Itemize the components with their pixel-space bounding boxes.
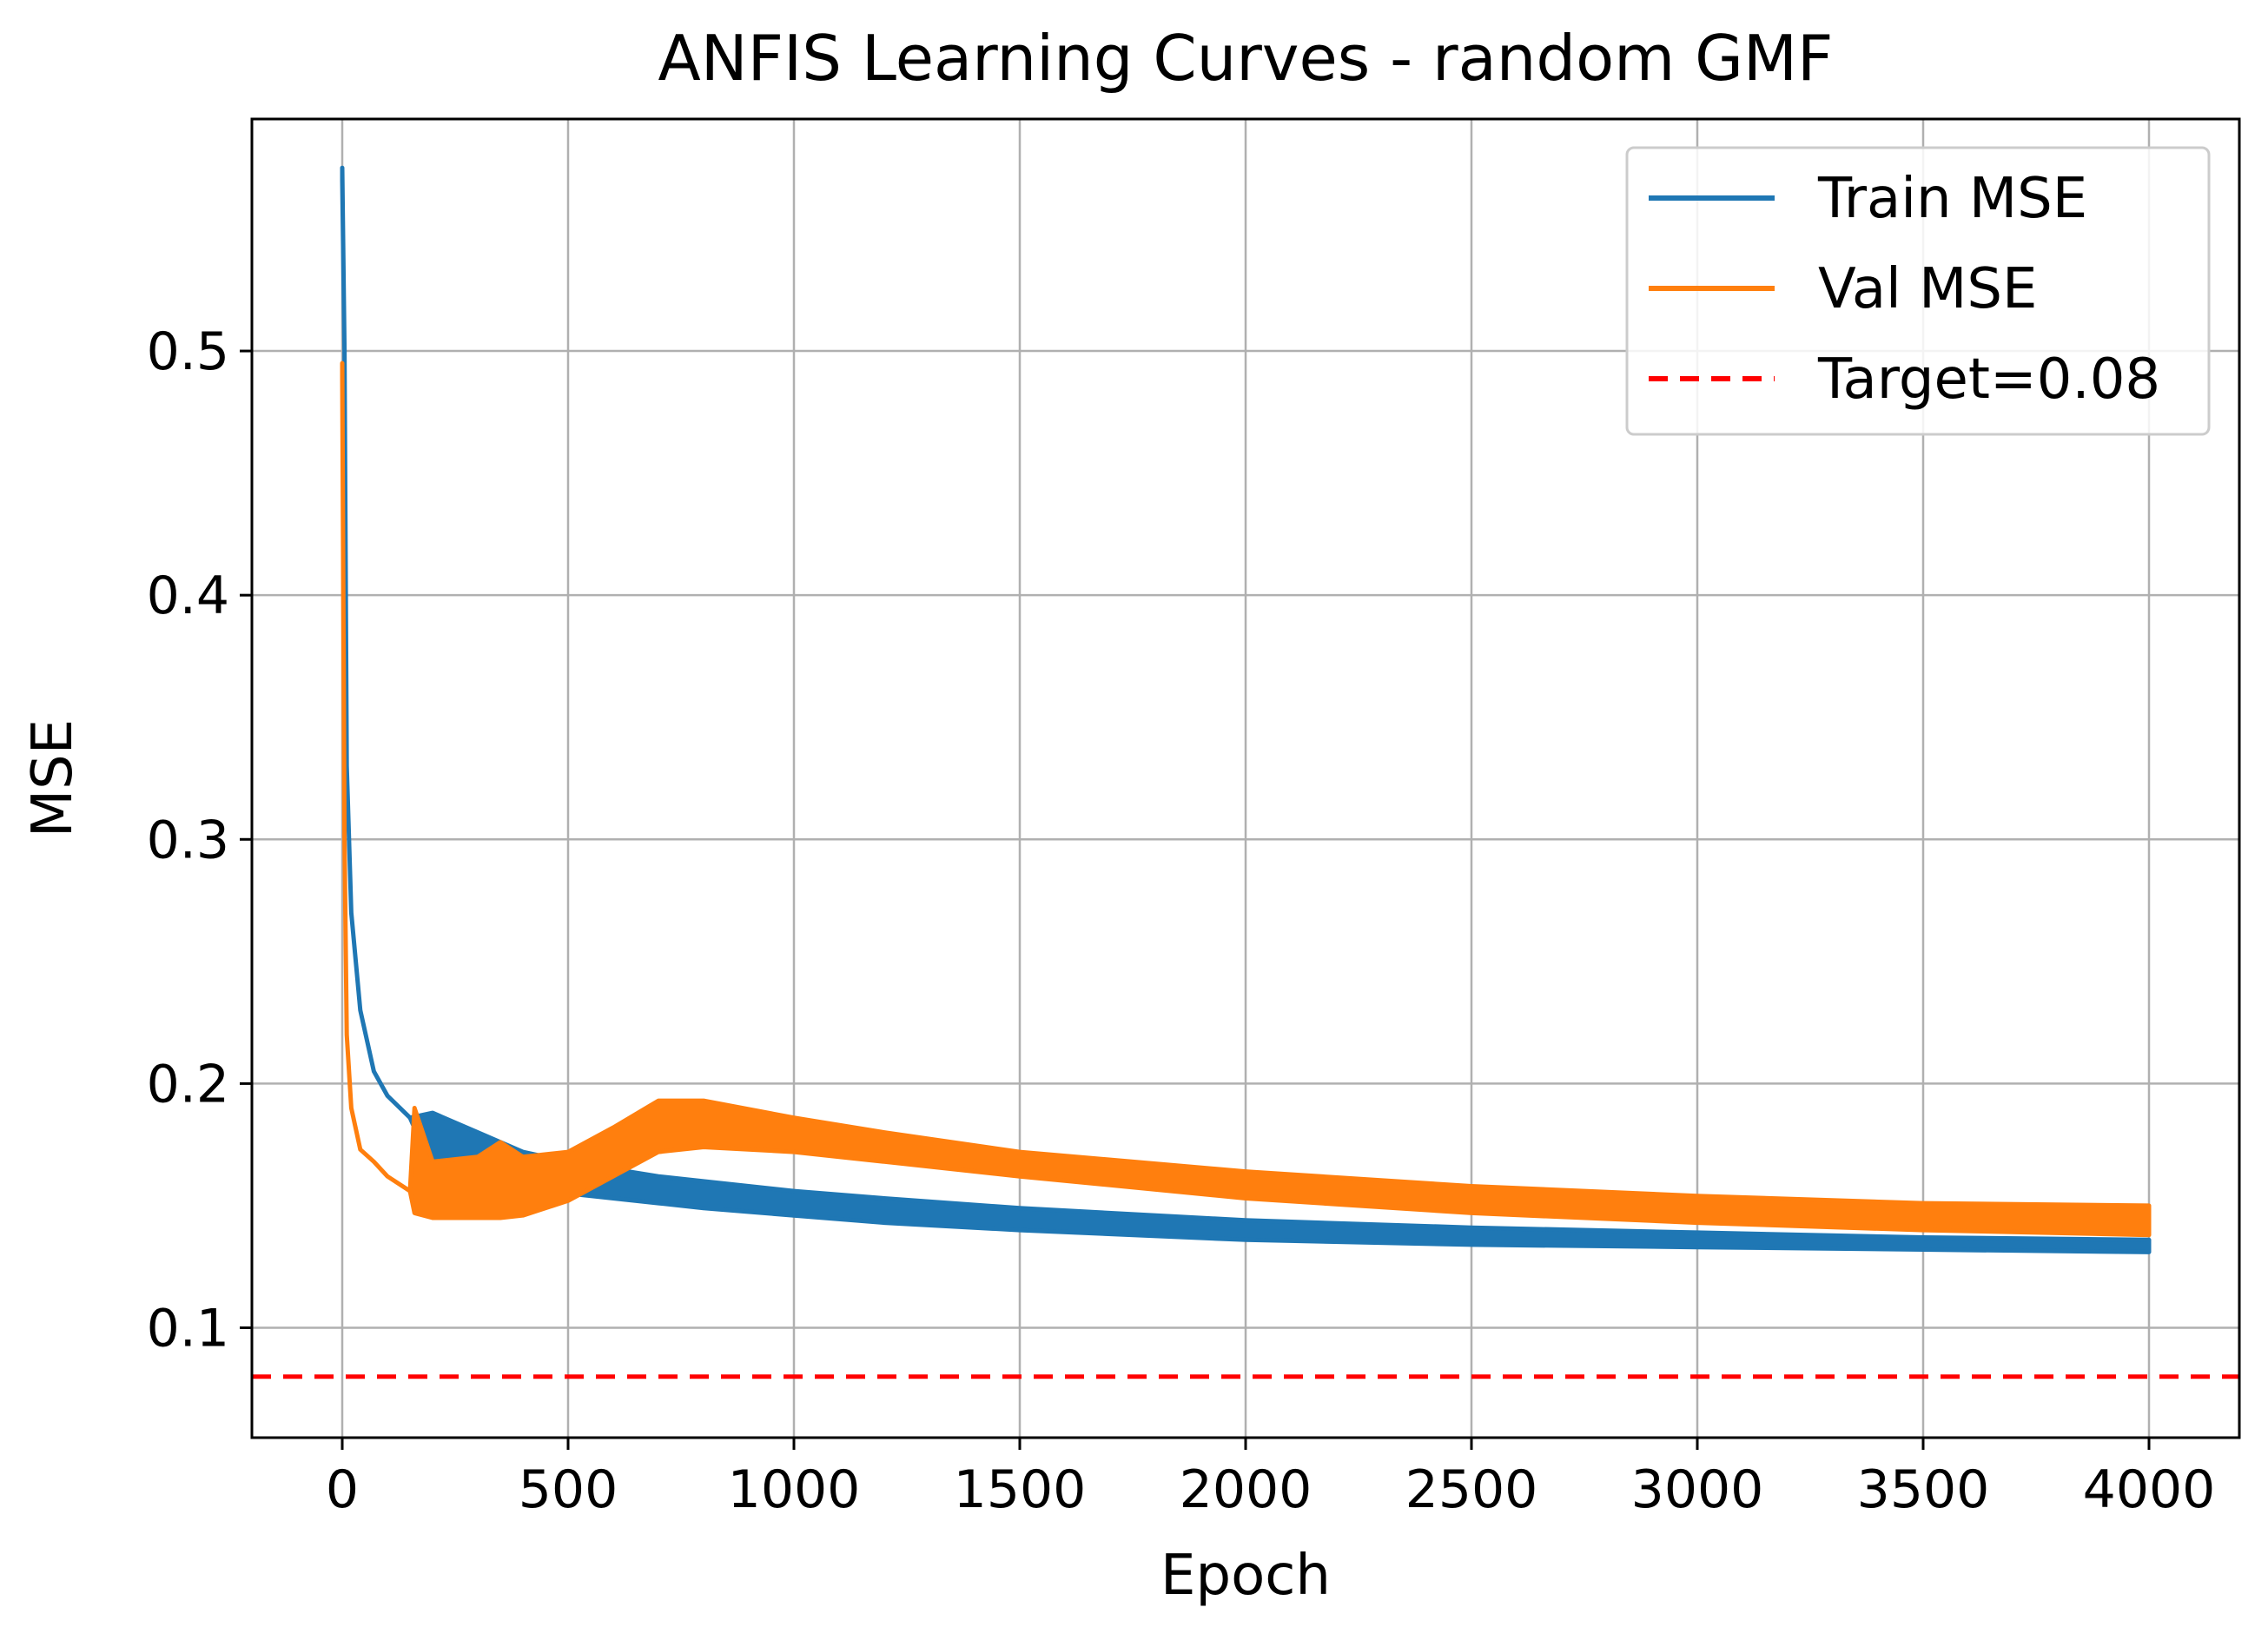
- x-tick-label: 3500: [1857, 1459, 1990, 1520]
- y-tick-label: 0.1: [147, 1299, 229, 1359]
- x-tick-label: 4000: [2083, 1459, 2216, 1520]
- chart-title: ANFIS Learning Curves - random GMF: [658, 22, 1834, 95]
- train-mse-line: [340, 165, 2152, 1254]
- legend-label-val: Val MSE: [1818, 257, 2037, 321]
- legend-box: [1625, 146, 2211, 436]
- y-tick-label: 0.2: [147, 1054, 229, 1115]
- x-tick-label: 3000: [1631, 1459, 1764, 1520]
- series-layer: [252, 165, 2239, 1379]
- y-axis-label: MSE: [21, 719, 85, 837]
- x-tick-label: 2000: [1180, 1459, 1313, 1520]
- x-tick-label: 1000: [728, 1459, 861, 1520]
- x-tick-label: 2500: [1405, 1459, 1538, 1520]
- legend-label-train: Train MSE: [1817, 167, 2087, 231]
- x-tick-label: 0: [326, 1459, 359, 1520]
- legend-label-target: Target=0.08: [1817, 347, 2160, 412]
- x-tick-label: 1500: [954, 1459, 1087, 1520]
- x-tick-label: 500: [519, 1459, 618, 1520]
- y-tick-label: 0.4: [147, 566, 229, 626]
- y-tick-label: 0.3: [147, 810, 229, 870]
- val-mse-line: [340, 360, 2152, 1238]
- axis-ticks: 0 500 1000 1500 2000 2500 3000 3500 4000 0.1 0.2 0.…: [147, 321, 2216, 1520]
- legend: Train MSE Val MSE Target=0.08: [1625, 146, 2211, 436]
- x-axis-label: Epoch: [1160, 1544, 1331, 1608]
- y-tick-label: 0.5: [147, 321, 229, 382]
